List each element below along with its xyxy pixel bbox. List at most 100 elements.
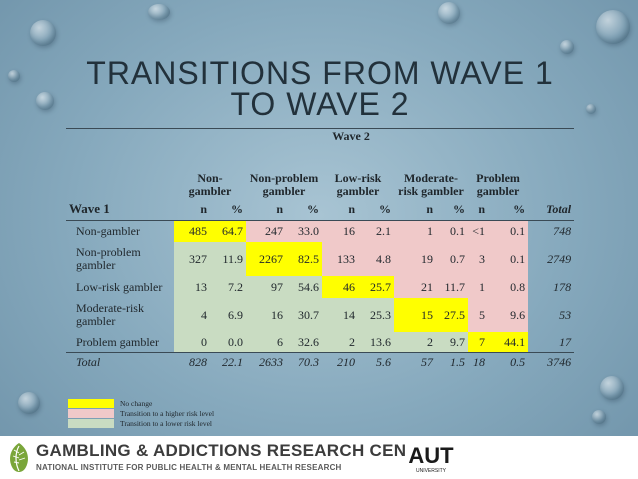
row-total: 17 — [528, 332, 575, 353]
title-divider — [66, 128, 574, 129]
table-cell: 0.8 — [488, 276, 529, 298]
table-cell: 2 — [322, 332, 358, 353]
table-cell: <1 — [468, 220, 488, 242]
leaf-logo-icon — [10, 443, 28, 472]
table-cell: 4 — [174, 298, 210, 332]
table-cell: 25.7 — [358, 276, 394, 298]
table-cell: 0.5 — [510, 354, 526, 369]
table-cell: 54.6 — [286, 276, 322, 298]
n-column-header: n — [468, 198, 488, 221]
table-cell: 97 — [246, 276, 286, 298]
table-row: Problem gambler 0 0.0 6 32.6 2 13.6 2 9.… — [66, 332, 575, 353]
legend-item: Transition to a higher risk level — [68, 409, 214, 418]
footer-banner: GAMBLING & ADDICTIONS RESEARCH CENTRE NA… — [0, 436, 638, 479]
table-cell: 44.1 — [488, 332, 529, 353]
n-column-header: n — [246, 198, 286, 221]
wave2-header: Wave 2 — [332, 128, 370, 143]
table-cell: 82.5 — [286, 242, 322, 276]
table-cell: 57 — [421, 354, 433, 369]
table-row: Non-gambler 485 64.7 247 33.0 16 2.1 1 0… — [66, 220, 574, 242]
row-total: 53 — [559, 307, 572, 322]
row-label: Total — [76, 354, 101, 369]
water-drop-decoration — [560, 40, 574, 54]
table-cell: 2 — [394, 332, 436, 353]
percent-column-header: % — [488, 198, 529, 221]
table-cell: 70.3 — [298, 354, 319, 369]
percent-column-header: % — [210, 198, 246, 221]
water-drop-decoration — [596, 10, 630, 44]
water-drop-decoration — [8, 70, 20, 82]
row-total: 2749 — [547, 251, 572, 266]
table-cell: 64.7 — [210, 220, 246, 242]
table-cell: 5.6 — [376, 354, 391, 369]
table-cell: 0.0 — [210, 332, 246, 353]
legend-swatch-higher-risk — [68, 409, 114, 418]
table-cell: 16 — [322, 220, 358, 242]
total-column-header: Total — [528, 198, 575, 221]
table-cell: 2267 — [246, 242, 286, 276]
table-cell: 828 — [189, 354, 207, 369]
table-cell: 9.6 — [488, 298, 529, 332]
table-cell: 0.1 — [436, 220, 468, 242]
n-column-header: n — [322, 198, 358, 221]
group-header-non-gambler: Non-gambler — [188, 171, 232, 198]
water-drop-decoration — [148, 4, 170, 20]
group-header-moderate-risk-gambler: Moderate-risk gambler — [398, 171, 464, 198]
university-logo: AUT UNIVERSITY — [405, 440, 457, 475]
table-cell: 327 — [174, 242, 210, 276]
water-drop-decoration — [36, 92, 54, 110]
percent-column-header: % — [286, 198, 322, 221]
row-label: Non-gambler — [76, 224, 140, 238]
empty-header-cell — [66, 128, 174, 144]
legend-swatch-lower-risk — [68, 419, 114, 428]
table-cell: 0.1 — [488, 220, 529, 242]
table-cell: 6.9 — [210, 298, 246, 332]
university-logo-text: AUT — [408, 443, 454, 468]
table-cell: 9.7 — [436, 332, 468, 353]
table-cell: 46 — [322, 276, 358, 298]
table-cell: 7 — [468, 332, 488, 353]
legend-label: Transition to a higher risk level — [120, 409, 215, 418]
table-cell: 210 — [337, 354, 355, 369]
table-cell: 18 — [473, 354, 485, 369]
org-name: GAMBLING & ADDICTIONS RESEARCH CENTRE — [36, 441, 442, 460]
table-cell: 4.8 — [358, 242, 394, 276]
table-cell: 15 — [394, 298, 436, 332]
legend-item: Transition to a lower risk level — [68, 419, 214, 428]
legend: No change Transition to a higher risk le… — [68, 399, 214, 429]
table-cell: 30.7 — [286, 298, 322, 332]
table-cell: 22.1 — [222, 354, 243, 369]
table-cell: 247 — [246, 220, 286, 242]
row-label: Problem gambler — [66, 332, 174, 353]
empty-header-cell — [528, 144, 574, 198]
water-drop-decoration — [18, 392, 40, 414]
grand-total: 3746 — [547, 354, 572, 369]
n-column-header: n — [394, 198, 436, 221]
percent-column-header: % — [436, 198, 468, 221]
table-cell: 13 — [174, 276, 210, 298]
total-row: Total 828 22.1 2633 70.3 210 5.6 57 1.5 … — [66, 353, 574, 372]
table-cell: 27.5 — [436, 298, 468, 332]
transition-table: Wave 2 Non-gambler Non-problem gambler L… — [66, 128, 575, 372]
row-total: 748 — [553, 224, 572, 238]
table-cell: 0.1 — [488, 242, 529, 276]
table-cell: 1.5 — [450, 354, 465, 369]
row-label: Non-problem gambler — [76, 245, 141, 272]
legend-item: No change — [68, 399, 214, 408]
table-cell: 11.9 — [210, 242, 246, 276]
empty-header-cell — [528, 128, 574, 144]
table-cell: 2.1 — [358, 220, 394, 242]
wave1-header: Wave 1 — [66, 198, 174, 221]
water-drop-decoration — [600, 376, 624, 400]
table-cell: 32.6 — [286, 332, 322, 353]
org-subtitle: NATIONAL INSTITUTE FOR PUBLIC HEALTH & M… — [36, 463, 342, 472]
table-cell: 1 — [394, 220, 436, 242]
group-header-non-problem-gambler: Non-problem gambler — [249, 171, 319, 198]
row-total: 178 — [553, 279, 572, 294]
table-cell: 485 — [174, 220, 210, 242]
table-cell: 133 — [322, 242, 358, 276]
table-cell: 3 — [468, 242, 488, 276]
table-cell: 19 — [394, 242, 436, 276]
table-row: Non-problem gambler 327 11.9 2267 82.5 1… — [66, 242, 574, 276]
table-cell: 13.6 — [358, 332, 394, 353]
